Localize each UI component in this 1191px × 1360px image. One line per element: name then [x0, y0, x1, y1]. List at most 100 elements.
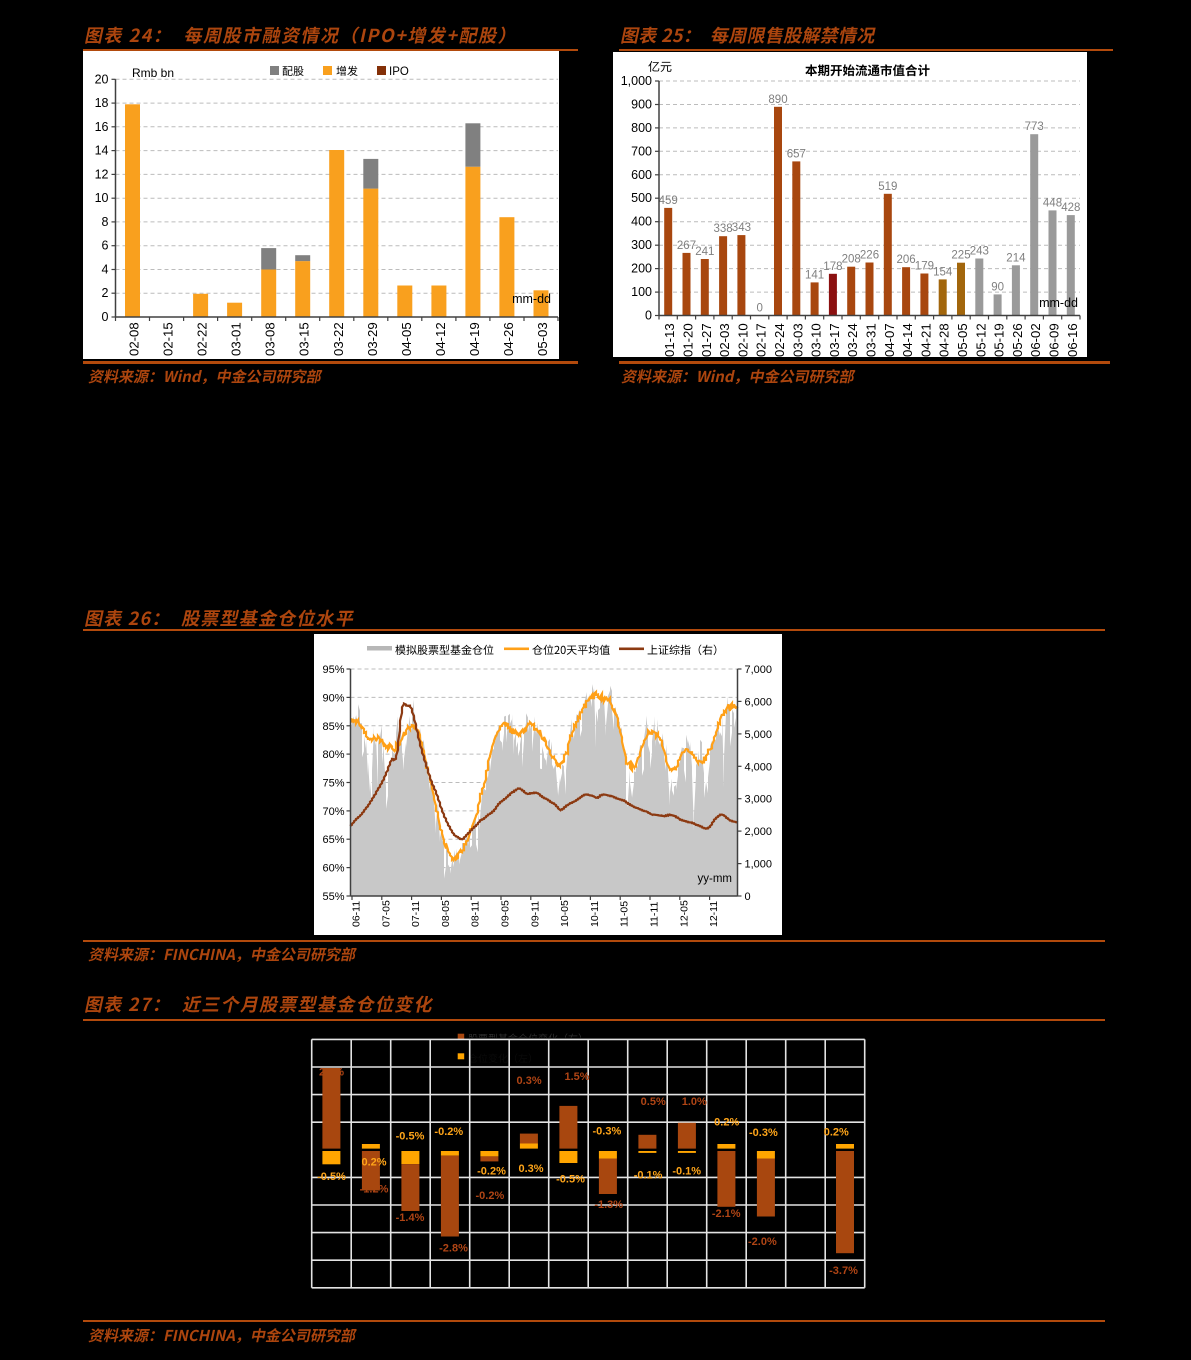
- svg-text:03-29: 03-29: [365, 322, 380, 356]
- svg-text:07-05: 07-05: [380, 900, 392, 927]
- svg-text:18: 18: [95, 96, 109, 110]
- svg-text:12-11: 12-11: [708, 901, 720, 927]
- svg-text:2,000: 2,000: [745, 826, 773, 838]
- svg-text:03-01: 03-01: [229, 322, 244, 356]
- svg-text:Rmb bn: Rmb bn: [132, 66, 174, 80]
- svg-text:02-10: 02-10: [735, 323, 750, 357]
- svg-text:03-10: 03-10: [809, 323, 824, 357]
- svg-text:06-16: 06-16: [1065, 323, 1080, 357]
- svg-text:65%: 65%: [322, 834, 344, 846]
- svg-text:225: 225: [951, 250, 970, 262]
- svg-text:04-05: 04-05: [399, 322, 414, 356]
- svg-text:03-31: 03-31: [864, 323, 879, 357]
- svg-text:0.2%: 0.2%: [714, 1116, 739, 1128]
- svg-text:-2.1%: -2.1%: [712, 1208, 741, 1220]
- svg-text:100: 100: [631, 285, 652, 299]
- svg-text:80%: 80%: [322, 749, 344, 761]
- svg-text:-2.0%: -2.0%: [748, 1236, 777, 1248]
- svg-text:208: 208: [842, 254, 861, 266]
- svg-text:448: 448: [1043, 197, 1062, 209]
- svg-text:890: 890: [768, 94, 787, 106]
- svg-text:85%: 85%: [322, 721, 344, 733]
- svg-text:4,000: 4,000: [745, 761, 773, 773]
- svg-text:141: 141: [805, 269, 824, 281]
- svg-text:mm-dd: mm-dd: [1039, 296, 1078, 310]
- svg-text:03-15: 03-15: [297, 322, 312, 356]
- svg-text:10-11: 10-11: [589, 901, 601, 927]
- svg-text:6,000: 6,000: [745, 696, 773, 708]
- svg-text:0.2%: 0.2%: [824, 1127, 849, 1139]
- svg-text:02-17: 02-17: [754, 323, 769, 357]
- svg-text:08-11: 08-11: [470, 901, 482, 927]
- svg-text:-0.3%: -0.3%: [749, 1127, 778, 1139]
- svg-text:519: 519: [878, 181, 897, 193]
- svg-text:0: 0: [645, 309, 652, 323]
- svg-text:04-07: 04-07: [882, 323, 897, 357]
- svg-text:10: 10: [95, 191, 109, 205]
- svg-text:459: 459: [659, 195, 678, 207]
- svg-text:55%: 55%: [322, 891, 344, 903]
- svg-text:90%: 90%: [322, 692, 344, 704]
- svg-text:04-12: 04-12: [433, 322, 448, 356]
- svg-text:267: 267: [677, 240, 696, 252]
- svg-text:-0.5%: -0.5%: [317, 1171, 346, 1183]
- svg-text:0: 0: [102, 310, 109, 324]
- svg-text:05-05: 05-05: [955, 323, 970, 357]
- svg-text:179: 179: [915, 261, 934, 273]
- svg-text:200: 200: [631, 262, 652, 276]
- svg-text:02-08: 02-08: [127, 322, 142, 356]
- svg-text:04-14: 04-14: [900, 323, 915, 357]
- svg-text:657: 657: [787, 148, 806, 160]
- svg-text:4: 4: [102, 263, 109, 277]
- svg-text:01-13: 01-13: [662, 323, 677, 357]
- svg-text:16: 16: [95, 120, 109, 134]
- svg-text:03-22: 03-22: [331, 322, 346, 356]
- svg-text:75%: 75%: [322, 778, 344, 790]
- svg-text:0.2%: 0.2%: [361, 1157, 386, 1169]
- svg-text:0: 0: [756, 303, 762, 315]
- svg-text:-2.8%: -2.8%: [439, 1243, 468, 1255]
- svg-text:05-12: 05-12: [973, 323, 988, 357]
- svg-text:05-03: 05-03: [535, 322, 550, 356]
- svg-text:-0.1%: -0.1%: [634, 1170, 663, 1182]
- svg-text:95%: 95%: [322, 664, 344, 676]
- svg-text:06-09: 06-09: [1047, 323, 1062, 357]
- svg-text:2: 2: [102, 286, 109, 300]
- svg-text:-1.4%: -1.4%: [396, 1212, 425, 1224]
- svg-text:04-21: 04-21: [918, 323, 933, 357]
- svg-text:03-17: 03-17: [827, 323, 842, 357]
- svg-text:8: 8: [102, 215, 109, 229]
- svg-text:yy-mm: yy-mm: [698, 873, 733, 885]
- svg-text:70%: 70%: [322, 806, 344, 818]
- svg-text:09-05: 09-05: [500, 900, 512, 927]
- svg-text:05-26: 05-26: [1010, 323, 1025, 357]
- svg-text:01-27: 01-27: [699, 323, 714, 357]
- svg-text:11-11: 11-11: [649, 902, 661, 927]
- svg-text:0.3%: 0.3%: [517, 1075, 542, 1087]
- svg-text:0.3%: 0.3%: [518, 1163, 543, 1175]
- svg-text:400: 400: [631, 215, 652, 229]
- svg-text:343: 343: [732, 222, 751, 234]
- svg-text:800: 800: [631, 121, 652, 135]
- svg-text:08-05: 08-05: [440, 900, 452, 927]
- svg-text:03-08: 03-08: [263, 322, 278, 356]
- svg-text:02-22: 02-22: [195, 322, 210, 356]
- svg-text:-0.5%: -0.5%: [556, 1174, 585, 1186]
- svg-text:6: 6: [102, 239, 109, 253]
- svg-text:01-20: 01-20: [681, 323, 696, 357]
- svg-text:02-24: 02-24: [772, 323, 787, 357]
- svg-text:338: 338: [714, 223, 733, 235]
- svg-text:7,000: 7,000: [745, 664, 773, 676]
- svg-text:1,000: 1,000: [745, 859, 773, 871]
- svg-text:IPO: IPO: [389, 66, 409, 78]
- svg-text:20: 20: [95, 72, 109, 86]
- svg-text:60%: 60%: [322, 863, 344, 875]
- svg-text:0.5%: 0.5%: [641, 1096, 666, 1108]
- svg-text:10-05: 10-05: [559, 900, 571, 927]
- svg-text:600: 600: [631, 168, 652, 182]
- svg-text:1.0%: 1.0%: [682, 1096, 707, 1108]
- svg-text:206: 206: [897, 254, 916, 266]
- svg-text:241: 241: [695, 246, 714, 258]
- svg-text:07-11: 07-11: [410, 901, 422, 927]
- svg-text:06-11: 06-11: [351, 901, 363, 927]
